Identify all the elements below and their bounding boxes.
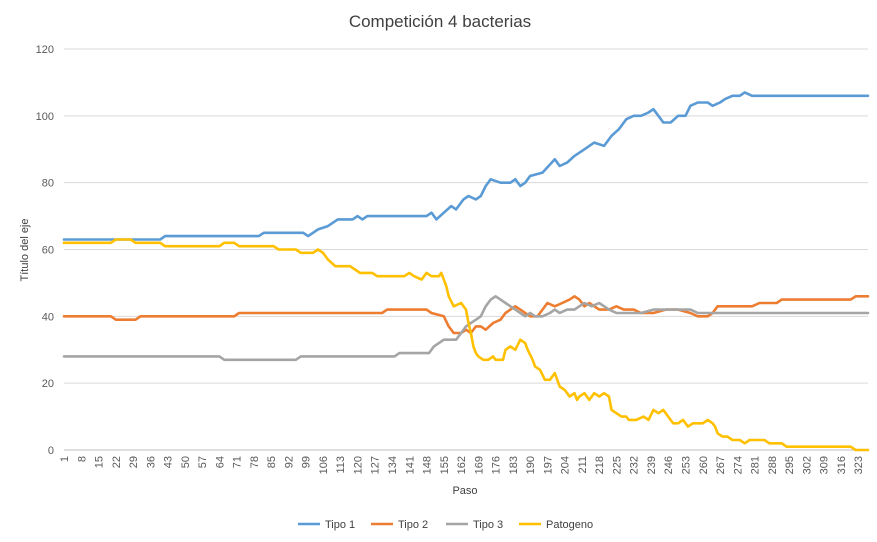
y-tick-label: 120 — [36, 44, 54, 56]
x-tick-label: 274 — [732, 456, 744, 474]
legend-label-1: Tipo 1 — [325, 519, 355, 531]
x-tick-label: 120 — [352, 456, 364, 474]
x-tick-label: 204 — [560, 456, 572, 474]
x-tick-label: 288 — [767, 456, 779, 474]
y-tick-label: 20 — [42, 378, 54, 390]
series-line-2 — [62, 295, 870, 335]
x-tick-label: 295 — [784, 456, 796, 474]
legend-label-4: Patogeno — [546, 519, 593, 531]
x-tick-label: 92 — [283, 456, 295, 468]
x-tick-label: 85 — [266, 456, 278, 468]
x-tick-label: 211 — [577, 456, 589, 474]
x-tick-label: 267 — [715, 456, 727, 474]
x-tick-label: 141 — [404, 456, 416, 474]
legend-label-3: Tipo 3 — [473, 519, 503, 531]
x-tick-label: 323 — [853, 456, 865, 474]
x-tick-label: 78 — [249, 456, 261, 468]
x-tick-label: 246 — [663, 456, 675, 474]
x-tick-label: 113 — [335, 456, 347, 474]
x-tick-label: 176 — [491, 456, 503, 474]
x-axis-title: Paso — [452, 485, 477, 497]
x-tick-label: 148 — [422, 456, 434, 474]
legend: Tipo 1 Tipo 2 Tipo 3 Patogeno — [298, 519, 593, 531]
x-tick-label: 169 — [473, 456, 485, 474]
x-tick-label: 190 — [525, 456, 537, 474]
x-tick-label: 64 — [214, 456, 226, 468]
x-tick-label: 232 — [629, 456, 641, 474]
chart-title: Competición 4 bacterias — [349, 12, 531, 31]
x-tick-label: 36 — [145, 456, 157, 468]
x-tick-label: 50 — [180, 456, 192, 468]
x-tick-label: 260 — [698, 456, 710, 474]
x-tick-label: 15 — [94, 456, 106, 468]
x-tick-label: 8 — [76, 456, 88, 462]
y-tick-label: 0 — [48, 445, 54, 457]
y-tick-label: 100 — [36, 111, 54, 123]
y-tick-label: 60 — [42, 245, 54, 257]
x-tick-label: 309 — [819, 456, 831, 474]
x-tick-label: 197 — [542, 456, 554, 474]
x-tick-label: 155 — [439, 456, 451, 474]
x-tick-label: 183 — [508, 456, 520, 474]
x-tick-label: 29 — [128, 456, 140, 468]
y-tick-label: 80 — [42, 178, 54, 190]
x-tick-label: 57 — [197, 456, 209, 468]
x-tick-label: 71 — [232, 456, 244, 468]
x-tick-label: 134 — [387, 456, 399, 474]
x-tick-label: 302 — [801, 456, 813, 474]
x-tick-label: 22 — [111, 456, 123, 468]
x-tick-label: 43 — [163, 456, 175, 468]
x-axis-ticks: 1 8 15 22 29 36 43 50 57 64 71 78 85 92 99 106 113 120 127… — [59, 456, 865, 474]
series-line-3 — [62, 295, 870, 362]
y-tick-label: 40 — [42, 311, 54, 323]
series-line-1 — [62, 91, 870, 241]
x-tick-label: 281 — [750, 456, 762, 474]
x-tick-label: 127 — [370, 456, 382, 474]
x-tick-label: 1 — [59, 456, 71, 462]
series-lines — [62, 91, 870, 452]
x-tick-label: 162 — [456, 456, 468, 474]
legend-label-2: Tipo 2 — [398, 519, 428, 531]
x-tick-label: 253 — [680, 456, 692, 474]
series-line-4 — [62, 238, 870, 452]
y-axis-title: Título del eje — [19, 219, 31, 282]
x-tick-label: 225 — [611, 456, 623, 474]
x-tick-label: 316 — [836, 456, 848, 474]
x-tick-label: 239 — [646, 456, 658, 474]
x-tick-label: 106 — [318, 456, 330, 474]
x-tick-label: 218 — [594, 456, 606, 474]
x-tick-label: 99 — [301, 456, 313, 468]
y-axis-ticks: 0 20 40 60 80 100 120 — [36, 44, 54, 457]
